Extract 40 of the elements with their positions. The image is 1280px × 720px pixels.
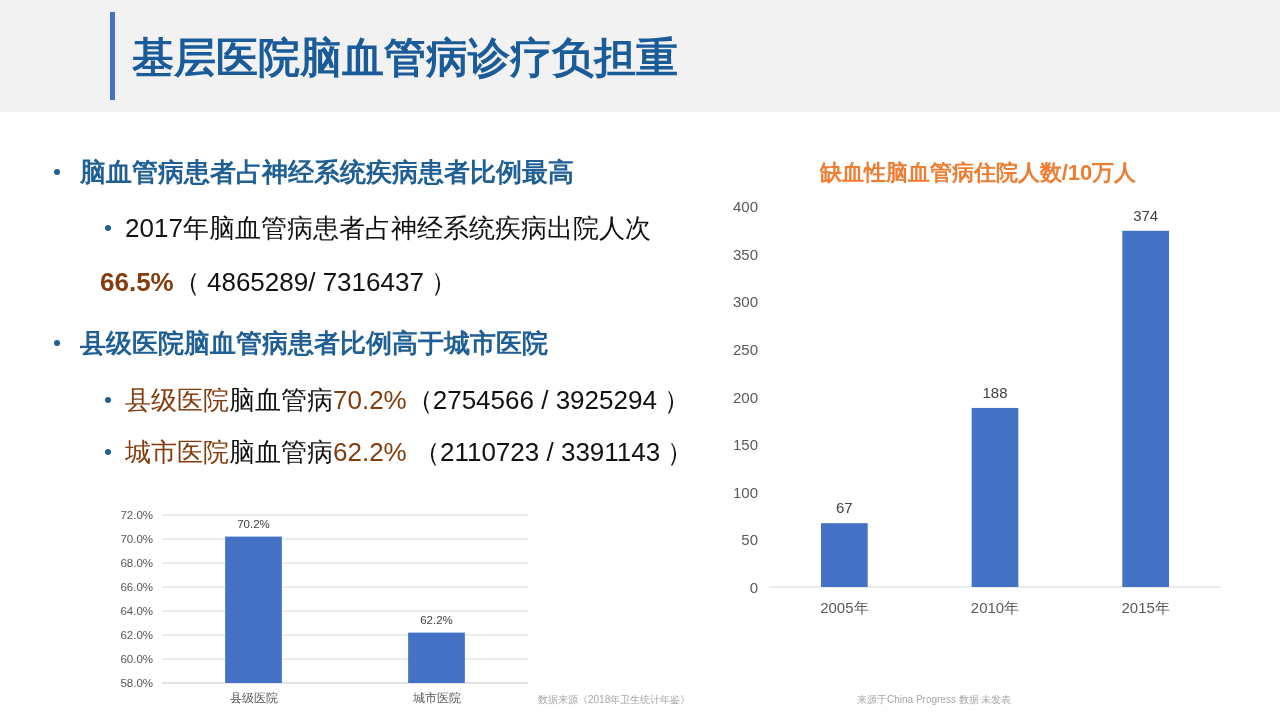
y-tick-label: 150 [732,435,758,453]
bar [971,407,1019,587]
y-tick-label: 72.0% [120,509,153,521]
y-tick-label: 60.0% [120,653,153,665]
text: 城市医院脑血管病62.2% （2110723 / 3391143 ） [124,437,694,467]
data-label: 67 [835,499,853,517]
data-label: 70.2% [237,517,270,530]
y-tick-label: 64.0% [120,605,153,617]
x-tick-label: 2005年 [820,599,869,616]
y-tick-label: 58.0% [120,677,153,689]
text: 66.5%（ 4865289/ 7316437 ） [100,267,458,297]
y-tick-label: 400 [732,197,758,215]
bar [820,523,868,587]
data-label: 188 [982,383,1008,401]
source-note: 数据来源《2018年卫生统计年鉴》 [538,694,691,705]
text: 2017年脑血管病患者占神经系统疾病出院人次 [125,213,651,243]
text: 脑血管病患者占神经系统疾病患者比例最高 [79,157,574,187]
y-tick-label: 68.0% [120,557,153,569]
y-tick-label: 100 [732,483,758,501]
y-tick-label: 0 [749,578,758,596]
text: 县级医院脑血管病70.2%（2754566 / 3925294 ） [125,385,691,415]
y-tick-label: 250 [732,340,758,358]
y-tick-label: 62.0% [120,629,153,641]
text: 来源于China Progress 数据 未发表 [857,694,1012,705]
y-tick-label: 66.0% [120,581,153,593]
y-tick-label: 300 [732,292,758,310]
data-label: 62.2% [420,613,453,626]
y-tick-label: 200 [732,388,758,405]
data-label: 374 [1133,206,1159,224]
x-tick-label: 2015年 [1121,599,1170,616]
y-tick-label: 70.0% [120,533,153,545]
chart-title: 缺血性脑血管病住院人数/10万人 [818,160,1138,185]
text: 县级医院脑血管病患者比例高于城市医院 [79,328,548,358]
y-tick-label: 350 [732,245,758,263]
y-tick-label: 50 [741,530,758,548]
x-tick-label: 2010年 [970,599,1020,616]
bar [1122,230,1170,587]
x-tick-label: 城市医院 [411,691,461,705]
x-tick-label: 县级医院 [229,691,278,705]
text: 基层医院脑血管病诊疗负担重 [131,34,678,81]
